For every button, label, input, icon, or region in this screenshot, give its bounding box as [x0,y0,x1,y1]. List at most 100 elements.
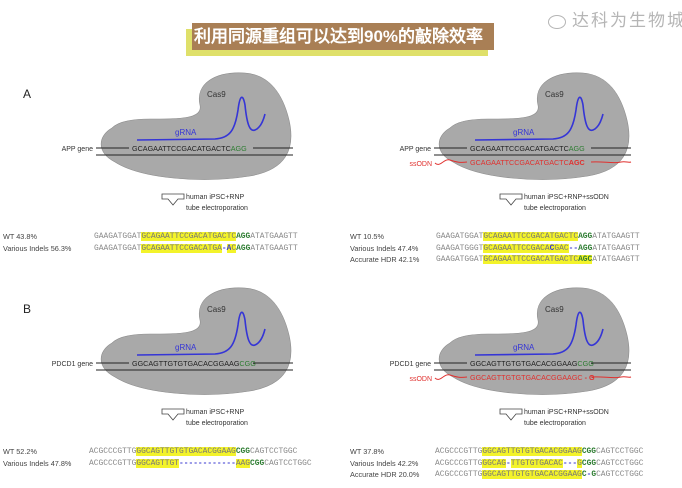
pam-sequence: CGG [239,359,256,368]
indel-mark: --- [562,458,578,468]
pam-sequence: CGG [581,458,597,468]
target-sequence: GCAGAATTCCGACATGACTC [470,144,569,153]
ssodn-strand [434,159,632,165]
ssodn-label: ssODN [409,161,432,168]
ssodn-strand [434,374,632,380]
ssodn-homology-sequence: GCAGAATTCCGACATGACTC [470,158,569,167]
target-highlight: GGCAGTTGT [136,458,179,468]
condition-line-1: human iPSC+RNP [186,409,244,416]
target-highlight: GGCAG [482,458,507,468]
genotype-label: Various Indels 47.4% [350,243,419,253]
flank-sequence: GAAGATGGAT [94,232,142,241]
target-highlight: GCAGAATTCCGACATGACTC [141,232,237,241]
flank-sequence: ACGCCCGTTG [435,458,483,468]
page-title: 利用同源重组可以达到90%的敲除效率 [192,23,494,50]
indel-mark: A [226,243,232,253]
aligned-sequence: GAAGATGGATGCAGAATTCCGACATGACTCAGCATATGAA… [436,254,640,265]
down-arrow-icon [161,408,185,421]
indel-mark: C [549,243,555,253]
condition-line-2: tube electroporation [186,205,248,212]
pam-sequence: G [591,470,597,479]
gene-target-sequence: GGCAGTTGTGTGACACGGAAGCGG [132,359,256,368]
genotype-label: Accurate HDR 20.0% [350,470,420,479]
grna-label: gRNA [175,128,197,137]
pam-sequence: C [581,470,587,479]
condition-line-2: tube electroporation [524,420,586,427]
ssodn-edit: AGC [569,158,585,167]
cas9-label: Cas9 [545,90,564,99]
indel-mark: - [506,458,511,468]
panel-letter: B [23,302,31,316]
pam-sequence: AGC [578,255,593,264]
genotype-label: Various Indels 42.2% [350,458,419,468]
condition-line-2: tube electroporation [524,205,586,212]
grna-label: gRNA [513,343,535,352]
ssodn-sequence: GCAGAATTCCGACATGACTCAGC [470,158,585,167]
target-highlight: GGCAGTTGTGTGACACGGAAG [482,447,582,456]
gene-label: APP gene [62,146,94,153]
flank-sequence: ATATGAAGTT [592,243,640,253]
indel-mark: ------------ [178,458,236,468]
indel-mark: - [221,243,227,253]
gene-label: PDCD1 gene [390,361,431,368]
flank-sequence: ATATGAAGTT [250,232,298,241]
pam-sequence: AGG [236,232,251,241]
target-highlight: TTGTGTGACAC [510,458,563,468]
pam-sequence: CGG [250,458,265,468]
panel-3: B Cas9 gRNA PDCD1 gene GGCAGTTGTGTGACACGGAAG… [23,287,293,427]
pam-sequence: CGG [577,359,594,368]
indel-mark: - [586,470,592,479]
grna-strand [474,96,604,141]
flank-sequence: GAAGATGGGT [436,243,484,253]
genotype-label: WT 37.8% [350,447,384,456]
ssodn-homology-sequence: GGCAGTTGTGTGACACGGAAGC [470,373,583,382]
indel-mark: -- [568,243,579,253]
cas9-protein-shape [100,72,292,180]
flank-sequence: CAGTCCTGGC [250,447,298,456]
panel-4: Cas9 gRNA PDCD1 gene GGCAGTTGTGTGACACGGAAGC… [390,287,632,427]
flank-sequence: GAAGATGGAT [436,255,484,264]
flank-sequence: GAAGATGGAT [94,243,142,253]
pam-sequence: AGG [569,144,585,153]
watermark-text: 达科为生物城 [572,11,682,30]
grna-label: gRNA [513,128,535,137]
target-highlight: G [577,458,582,468]
target-sequence: GGCAGTTGTGTGACACGGAAG [470,359,578,368]
flank-sequence: CAGTCCTGGC [264,458,312,468]
pam-sequence: AGG [578,232,593,241]
cas9-label: Cas9 [207,90,226,99]
flank-sequence: ACGCCCGTTG [89,447,137,456]
genotype-label: WT 43.8% [3,232,37,241]
grna-strand [474,311,604,356]
aligned-sequence: ACGCCCGTTGGGCAGTTGTGTGACACGGAAGCGGCAGTCC… [89,446,297,457]
pam-sequence: AGG [236,243,251,253]
gene-target-sequence: GCAGAATTCCGACATGACTCAGG [470,144,585,153]
flank-sequence: CAGTCCTGGC [596,470,644,479]
genotype-label: Accurate HDR 42.1% [350,255,420,264]
cas9-label: Cas9 [545,305,564,314]
ssodn-sequence: GGCAGTTGTGTGACACGGAAGC - G [470,373,595,382]
aligned-sequence: GAAGATGGATGCAGAATTCCGACATGA-ACAGGATATGAA… [94,243,298,254]
wechat-icon [548,14,566,29]
title-banner: 利用同源重组可以达到90%的敲除效率 [186,23,494,56]
panel-letter: A [23,87,31,101]
pam-sequence: CGG [235,447,251,456]
condition-line-1: human iPSC+RNP+ssODN [524,194,609,201]
target-sequence: GGCAGTTGTGTGACACGGAAG [132,359,240,368]
condition-line-1: human iPSC+RNP+ssODN [524,409,609,416]
gene-target-sequence: GGCAGTTGTGTGACACGGAAGCGG [470,359,594,368]
ssodn-edit: - G [583,373,595,382]
flank-sequence: ATATGAAGTT [592,232,640,241]
ssodn-label: ssODN [409,376,432,383]
panel-2: Cas9 gRNA APP gene GCAGAATTCCGACATGACTCAGG s… [400,72,632,212]
gene-label: PDCD1 gene [52,361,93,368]
target-highlight: GCAGAATTCCGACA [483,243,550,253]
target-highlight: GGCAGTTGTGTGACACGGAAG [482,470,582,479]
target-highlight: AAG [235,458,251,468]
cas9-label: Cas9 [207,305,226,314]
flank-sequence: ACGCCCGTTG [435,447,483,456]
flank-sequence: ACGCCCGTTG [435,470,483,479]
aligned-sequence: GAAGATGGATGCAGAATTCCGACATGACTCAGGATATGAA… [94,231,298,242]
target-highlight: C [231,243,237,253]
